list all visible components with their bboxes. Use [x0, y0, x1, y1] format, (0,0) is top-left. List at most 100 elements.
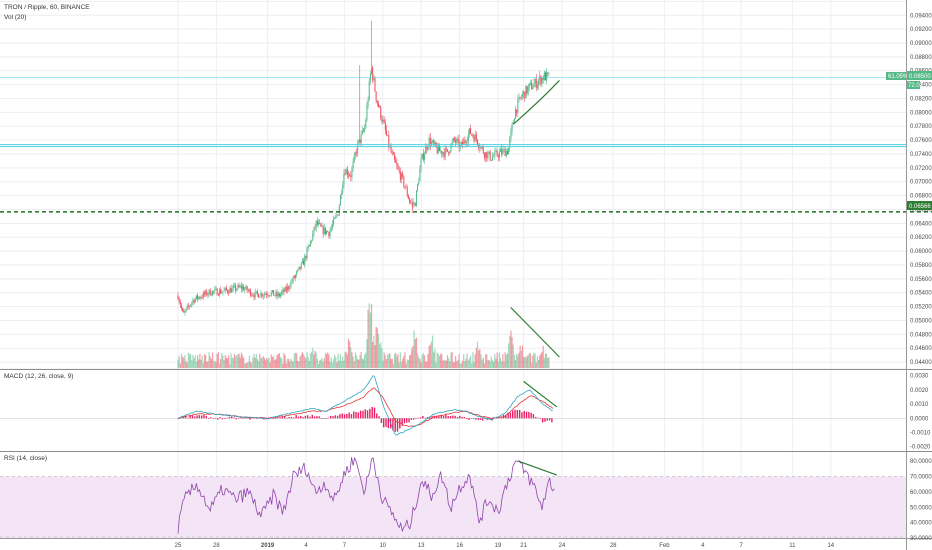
candle-body-320 — [546, 72, 548, 81]
candle-body-290 — [511, 124, 513, 131]
volume-bar-120 — [315, 352, 317, 368]
time-tick-5: 10 — [379, 543, 386, 549]
volume-bar-321 — [547, 358, 549, 368]
candle-body-314 — [539, 76, 541, 81]
macd-hist-156 — [537, 417, 539, 419]
candle-body-128 — [324, 227, 326, 234]
chart-title[interactable]: TRON / Ripple, 60, BINANCE — [4, 4, 90, 11]
volume-bar-252 — [467, 360, 469, 368]
candle-body-317 — [542, 77, 544, 80]
time-tick-13: 4 — [701, 543, 705, 549]
volume-bar-14 — [193, 357, 195, 368]
volume-bar-29 — [210, 358, 213, 368]
volume-bar-57 — [243, 357, 245, 368]
macd-hist-80 — [362, 410, 364, 419]
volume-bar-64 — [251, 363, 253, 368]
candle-body-22 — [202, 292, 204, 298]
volume-bar-157 — [358, 359, 360, 368]
candle-body-103 — [296, 271, 298, 276]
macd-hist-20 — [224, 418, 226, 419]
volume-bar-258 — [474, 354, 476, 368]
volume-bar-106 — [299, 356, 301, 368]
volume-bar-310 — [534, 353, 536, 368]
candle-body-284 — [504, 149, 506, 157]
candle-body-203 — [411, 201, 413, 203]
macd-hist-94 — [394, 418, 396, 432]
candle-body-209 — [418, 181, 420, 185]
macd-hist-47 — [286, 417, 288, 419]
candle-body-63 — [250, 289, 252, 296]
candle-body-229 — [441, 150, 443, 155]
candle-body-68 — [255, 291, 257, 292]
candle-body-216 — [426, 146, 428, 150]
volume-bar-112 — [306, 352, 308, 368]
candle-body-283 — [503, 149, 505, 150]
candle-body-307 — [531, 82, 533, 90]
volume-bar-21 — [201, 355, 203, 368]
macd-hist-11 — [203, 415, 205, 419]
volume-bar-264 — [481, 359, 483, 368]
candle-body-190 — [396, 163, 398, 166]
price-axis[interactable]: 0.094000.092000.090000.088000.086000.084… — [910, 13, 932, 542]
macd-hist-7 — [194, 416, 196, 419]
volume-bar-36 — [218, 363, 221, 368]
time-tick-7: 16 — [456, 543, 463, 549]
candle-body-154 — [354, 152, 356, 156]
candle-body-0 — [177, 295, 179, 300]
macd-hist-108 — [426, 417, 429, 419]
time-tick-1: 28 — [213, 543, 220, 549]
price-tick-23: 0.05000 — [910, 318, 932, 324]
candle-body-6 — [184, 310, 186, 313]
volume-bar-125 — [321, 357, 323, 368]
volume-bar-103 — [296, 353, 298, 368]
candle-body-232 — [444, 148, 446, 157]
candle-body-164 — [366, 105, 368, 121]
macd-hist-84 — [371, 406, 373, 419]
candle-body-211 — [420, 158, 422, 169]
rsi-tick-2: 60.0000 — [910, 490, 932, 496]
candle-body-270 — [488, 151, 490, 154]
volume-bar-124 — [320, 359, 322, 368]
candle-body-18 — [198, 297, 200, 299]
volume-bar-4 — [182, 356, 184, 368]
candle-body-158 — [359, 139, 361, 144]
volume-bar-30 — [211, 352, 214, 368]
volume-bar-251 — [466, 353, 468, 368]
macd-indicator-label[interactable]: MACD (12, 26, close, 9) — [4, 373, 73, 380]
candle-body-258 — [474, 134, 476, 142]
volume-bar-151 — [351, 352, 353, 368]
volume-bar-34 — [216, 353, 218, 368]
current-price-bg — [907, 71, 932, 80]
candle-body-193 — [399, 171, 401, 180]
candle-body-227 — [439, 145, 441, 152]
candle-body-272 — [490, 159, 492, 161]
rsi-tick-5: 30.0000 — [910, 536, 932, 542]
volume-bar-119 — [314, 350, 316, 368]
candle-body-225 — [436, 146, 438, 153]
volume-bar-81 — [270, 354, 272, 368]
rsi-indicator-label[interactable]: RSI (14, close) — [4, 455, 47, 462]
price-tick-7: 0.08200 — [910, 96, 932, 102]
candle-body-57 — [243, 286, 245, 291]
candle-body-48 — [232, 286, 234, 288]
macd-hist-22 — [228, 416, 231, 419]
candle-body-70 — [258, 293, 260, 298]
candle-body-60 — [246, 286, 248, 291]
volume-bar-6 — [184, 355, 186, 368]
candle-body-220 — [430, 141, 432, 146]
volume-bar-75 — [263, 358, 265, 368]
volume-bar-150 — [350, 347, 352, 368]
volume-bar-298 — [520, 350, 522, 368]
volume-bar-201 — [408, 355, 411, 368]
candle-body-42 — [225, 287, 227, 291]
volume-indicator-label[interactable]: Vol (20) — [4, 14, 26, 21]
time-axis[interactable]: 25 28 2019 4 7 10 13 16 19 21 24 28 Feb 4 7 11 14 — [175, 543, 835, 549]
candle-body-214 — [424, 154, 426, 160]
macd-hist-31 — [249, 418, 251, 420]
volume-bar-136 — [334, 354, 336, 368]
macd-hist-71 — [341, 413, 343, 419]
macd-hist-24 — [233, 417, 235, 419]
volume-bar-73 — [261, 358, 263, 368]
macd-hist-88 — [380, 418, 383, 424]
